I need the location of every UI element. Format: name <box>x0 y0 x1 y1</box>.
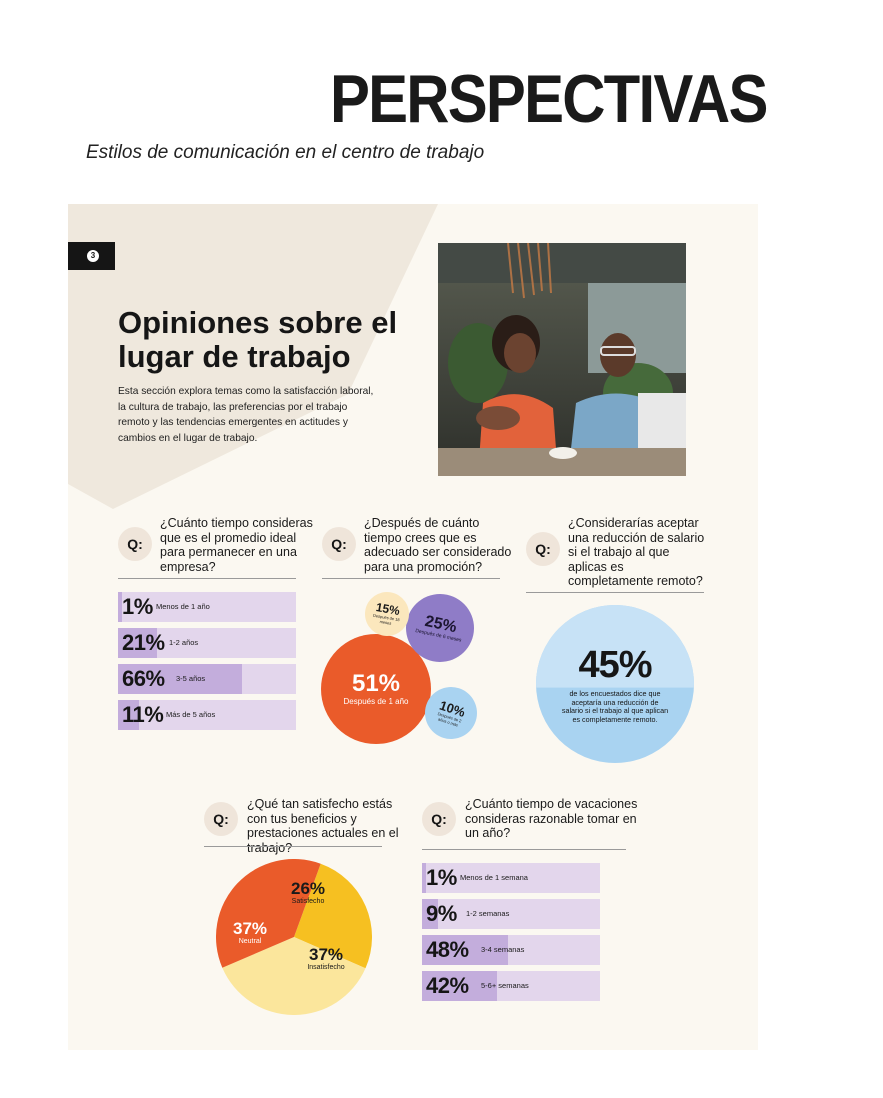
q5-bar-label: 5-6+ semanas <box>481 981 529 990</box>
q1-bar-row: 1% Menos de 1 año <box>118 592 296 622</box>
q2-question: ¿Después de cuánto tiempo crees que es a… <box>364 516 512 574</box>
q4-divider <box>204 846 382 847</box>
q3-value: 45% <box>578 644 652 686</box>
q5-badge: Q: <box>422 802 456 836</box>
q3-question: ¿Considerarías aceptar una reducción de … <box>568 516 705 588</box>
q1-bar-fill <box>118 628 158 658</box>
q4-question: ¿Qué tan satisfecho estás con tus benefi… <box>247 797 399 855</box>
q1-bar-label: Más de 5 años <box>166 710 216 719</box>
q2-badge: Q: <box>322 527 356 561</box>
q1-bar-row: 66% 3-5 años <box>118 664 296 694</box>
q1-bar-row: 11% Más de 5 años <box>118 700 296 730</box>
q5-bar-value: 1% <box>426 865 457 890</box>
q1-bar-label: Menos de 1 año <box>156 602 210 611</box>
q4-pie-chart <box>216 859 372 1015</box>
section-title: Opiniones sobre el lugar de trabajo <box>118 305 398 374</box>
q5-bar-value: 48% <box>426 937 469 962</box>
q2-divider <box>322 578 500 579</box>
q2-bubble-label: Después de 1 año <box>343 697 409 706</box>
q5-bar-row: 9% 1-2 semanas <box>422 899 600 929</box>
q1-bar-fill <box>118 700 139 730</box>
q1-bar-value: 11% <box>122 702 164 727</box>
decorative-wedge <box>68 204 438 509</box>
q5-bar-fill <box>422 899 439 929</box>
q1-bar-fill <box>118 592 122 622</box>
q5-bar-label: 3-4 semanas <box>481 945 525 954</box>
q3-badge: Q: <box>526 532 560 566</box>
q1-bar-value: 21% <box>122 630 165 655</box>
q5-bar-fill <box>422 971 498 1001</box>
q4-slice-value: 37% <box>308 945 344 964</box>
q4-slice-name: Neutral <box>238 938 262 945</box>
coworkers-photo <box>438 243 686 476</box>
q5-bar-fill <box>422 863 426 893</box>
q4-slice-neutral-label: 37% Neutral <box>220 919 280 946</box>
q1-bar-value: 66% <box>122 666 165 691</box>
q5-bar-row: 48% 3-4 semanas <box>422 935 600 965</box>
q2-bubble-1-year: 51% Después de 1 año <box>321 634 431 744</box>
q3-description: de los encuestados dice que aceptaría un… <box>561 689 669 724</box>
q5-bar-label: 1-2 semanas <box>466 909 510 918</box>
q4-slice-unsatisfied-label: 37% Insatisfecho <box>296 945 356 972</box>
q4-slice-satisfied <box>294 863 372 969</box>
q3-circle-chart <box>536 605 694 763</box>
q1-bar-value: 1% <box>122 594 153 619</box>
q5-bar-value: 9% <box>426 901 457 926</box>
q5-bar-row: 1% Menos de 1 semana <box>422 863 600 893</box>
q1-bar-row: 21% 1-2 años <box>118 628 296 658</box>
q4-slice-satisfied-label: 26% Satisfecho <box>278 879 338 906</box>
section-number: 3 <box>87 250 99 262</box>
q1-bar-fill <box>118 664 242 694</box>
q4-slice-neutral <box>216 859 321 968</box>
section-intro: Esta sección explora temas como la satis… <box>118 386 374 444</box>
q5-divider <box>422 849 626 850</box>
q5-bar-label: Menos de 1 semana <box>460 873 528 882</box>
page-headline: PERSPECTIVAS <box>330 61 768 137</box>
q4-slice-unsatisfied <box>222 937 366 1015</box>
q3-divider <box>526 592 704 593</box>
q4-badge: Q: <box>204 802 238 836</box>
q1-divider <box>118 578 296 579</box>
q5-bar-row: 42% 5-6+ semanas <box>422 971 600 1001</box>
q5-bar-fill <box>422 935 508 965</box>
q1-question: ¿Cuánto tiempo consideras que es el prom… <box>160 516 313 574</box>
q5-question: ¿Cuánto tiempo de vacaciones consideras … <box>465 797 638 840</box>
page-subtitle: Estilos de comunicación en el centro de … <box>86 142 485 163</box>
q5-bar-value: 42% <box>426 973 469 998</box>
q4-slice-value: 26% <box>290 879 326 898</box>
q1-bar-label: 1-2 años <box>169 638 199 647</box>
q4-slice-value: 37% <box>232 919 268 938</box>
q4-slice-name: Satisfecho <box>291 898 325 905</box>
q1-badge: Q: <box>118 527 152 561</box>
q2-bubble-value: 51% <box>351 670 401 697</box>
q1-bar-label: 3-5 años <box>176 674 206 683</box>
q4-slice-name: Insatisfecho <box>307 964 345 971</box>
